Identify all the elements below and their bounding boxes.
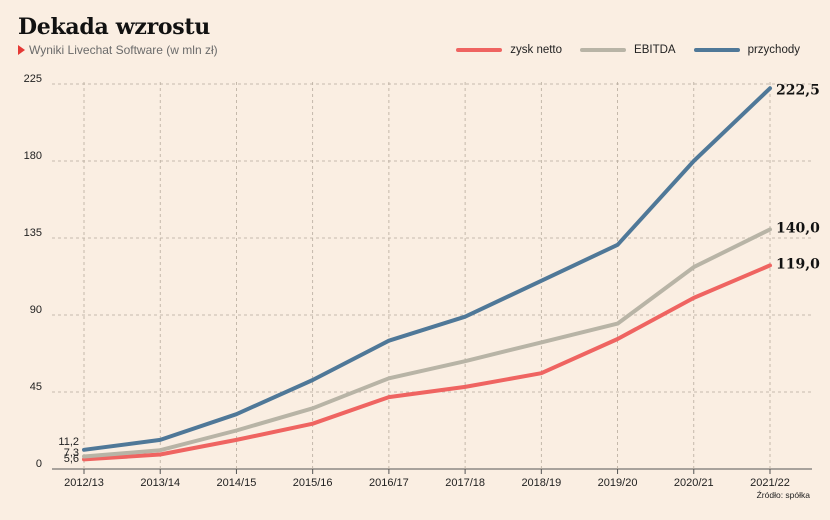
y-tick-label: 45 (30, 381, 42, 393)
legend-item-przychody: przychody (693, 44, 800, 56)
source-note: Źródło: spółka (756, 490, 810, 500)
y-tick-label: 0 (36, 458, 42, 470)
x-tick-label: 2015/16 (293, 477, 333, 489)
subtitle-text: Wyniki Livechat Software (w mln zł) (29, 43, 218, 57)
legend-label-ebitda: EBITDA (634, 44, 676, 56)
chart-title: Dekada wzrostu (18, 14, 210, 40)
red-triangle-icon (18, 45, 25, 55)
x-tick-label: 2021/22 (750, 477, 790, 489)
start-value-label-przychody: 11,2 (58, 436, 79, 448)
x-tick-label: 2019/20 (598, 477, 638, 489)
y-tick-label: 180 (24, 150, 42, 162)
x-tick-label: 2017/18 (445, 477, 485, 489)
legend-swatch-ebitda (580, 48, 627, 52)
x-tick-label: 2018/19 (521, 477, 561, 489)
chart-subtitle: Wyniki Livechat Software (w mln zł) (18, 43, 218, 57)
legend-swatch-przychody (693, 48, 740, 52)
start-value-label-ebitda: 7,3 (64, 447, 79, 459)
y-tick-label: 90 (30, 304, 42, 316)
end-value-label-zysk-netto: 119,0 (776, 256, 820, 272)
start-value-label-zysk-netto: 5,6 (64, 453, 79, 465)
x-tick-label: 2012/13 (64, 477, 104, 489)
series-line-ebitda (82, 227, 772, 459)
x-tick-label: 2013/14 (140, 477, 180, 489)
legend-swatch-zysk-netto (456, 48, 503, 52)
end-value-label-ebitda: 140,0 (776, 220, 820, 236)
legend: zysk netto EBITDA przychody (456, 44, 800, 56)
series-line-przychody (82, 86, 772, 452)
y-tick-label: 135 (24, 227, 42, 239)
legend-item-zysk-netto: zysk netto (456, 44, 562, 56)
x-tick-label: 2014/15 (217, 477, 257, 489)
series-line-zysk-netto (82, 263, 772, 462)
y-tick-label: 225 (24, 73, 42, 85)
x-tick-label: 2020/21 (674, 477, 714, 489)
x-tick-label: 2016/17 (369, 477, 409, 489)
legend-label-zysk-netto: zysk netto (510, 44, 563, 56)
legend-item-ebitda: EBITDA (580, 44, 676, 56)
legend-label-przychody: przychody (747, 44, 800, 56)
end-value-label-przychody: 222,5 (776, 82, 820, 98)
